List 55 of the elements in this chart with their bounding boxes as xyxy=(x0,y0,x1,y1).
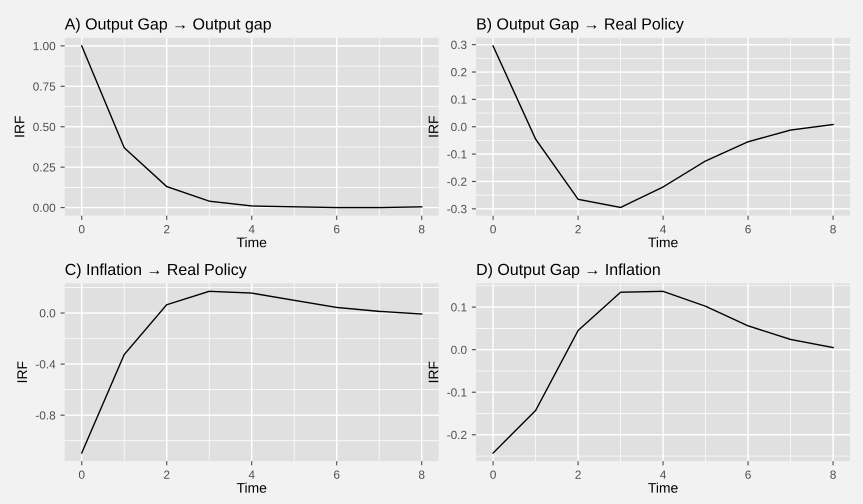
y-tick-label: -0.1 xyxy=(447,150,466,158)
y-tick-label: 0.0 xyxy=(40,309,56,318)
y-axis-title: IRF xyxy=(428,116,438,137)
y-tick-label: -0.2 xyxy=(447,178,466,186)
x-tick-label: 2 xyxy=(164,225,170,234)
x-tick-label: 4 xyxy=(248,470,255,479)
y-tick-label: -0.8 xyxy=(36,411,56,420)
x-tick-label: 6 xyxy=(745,470,751,479)
x-tick-label: 8 xyxy=(830,225,836,234)
x-axis-title: Time xyxy=(236,237,266,248)
y-tick-label: 0.2 xyxy=(451,68,466,76)
y-tick-label: -0.4 xyxy=(36,360,56,369)
chart-title: B) Output Gap → Real Policy xyxy=(477,18,684,33)
x-tick-label: 2 xyxy=(575,225,581,234)
y-tick-label: 0.1 xyxy=(451,303,466,312)
chart-title: D) Output Gap → Inflation xyxy=(477,263,660,278)
x-axis-title: Time xyxy=(648,482,678,493)
y-tick-label: 0.0 xyxy=(451,346,467,354)
x-tick-label: 0 xyxy=(78,225,85,234)
line-series xyxy=(492,45,834,208)
y-tick-label: 0.3 xyxy=(451,40,467,50)
y-axis-title: IRF xyxy=(14,116,24,137)
y-tick-label: 0.25 xyxy=(33,163,56,172)
y-tick-label: 0.50 xyxy=(33,122,56,132)
y-tick-label: -0.3 xyxy=(447,204,467,214)
x-tick-label: 8 xyxy=(418,470,424,479)
x-tick-label: 8 xyxy=(418,225,424,234)
line-series xyxy=(81,290,422,454)
line-series xyxy=(81,45,422,208)
x-tick-label: 4 xyxy=(248,225,255,234)
x-tick-label: 0 xyxy=(490,225,496,234)
x-tick-label: 0 xyxy=(78,470,85,479)
y-tick-label: 0.0 xyxy=(451,122,467,132)
line-series xyxy=(492,290,834,454)
y-tick-label: 1.00 xyxy=(34,42,56,50)
x-tick-label: 6 xyxy=(745,225,751,234)
y-tick-label: -0.2 xyxy=(447,430,466,440)
y-axis-title: IRF xyxy=(17,362,27,382)
x-tick-label: 4 xyxy=(660,470,666,479)
y-tick-label: -0.1 xyxy=(447,388,466,397)
chart-title: C) Inflation → Real Policy xyxy=(66,263,247,278)
x-tick-label: 6 xyxy=(334,470,340,479)
x-tick-label: 0 xyxy=(490,470,496,479)
x-tick-label: 4 xyxy=(660,225,666,234)
x-tick-label: 2 xyxy=(575,470,581,479)
x-axis-title: Time xyxy=(236,482,266,493)
y-tick-label: 0.75 xyxy=(33,82,56,91)
x-tick-label: 6 xyxy=(334,225,340,234)
y-tick-label: 0.1 xyxy=(451,95,466,104)
x-axis-title: Time xyxy=(648,237,678,248)
y-tick-label: 0.00 xyxy=(33,204,56,212)
chart-title: A) Output Gap → Output gap xyxy=(64,18,271,33)
x-tick-label: 8 xyxy=(830,470,836,479)
x-tick-label: 2 xyxy=(164,470,170,479)
y-axis-title: IRF xyxy=(428,362,438,382)
